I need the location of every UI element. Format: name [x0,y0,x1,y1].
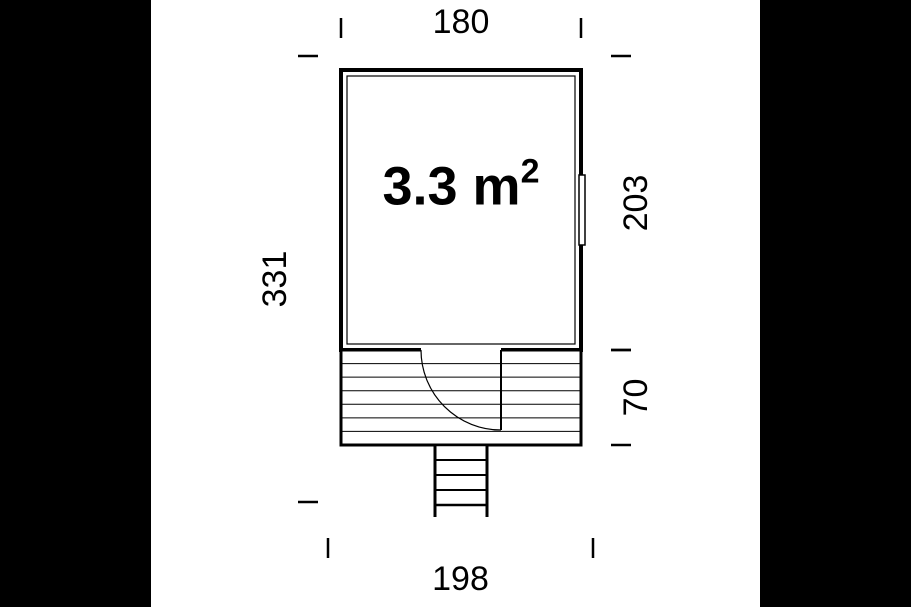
dim-left: 331 [256,251,294,308]
sidebar-right [760,0,911,607]
dim-top: 180 [433,3,490,41]
dim-bottom: 198 [432,560,489,598]
sidebar-left [0,0,151,607]
area-label: 3.3 m2 [382,152,539,216]
dim-right-upper: 203 [617,175,655,232]
diagram-canvas: 180 198 331 203 70 3.3 m2 [151,0,760,607]
floorplan-svg: 180 198 331 203 70 3.3 m2 [151,0,760,607]
dim-right-lower: 70 [617,379,655,417]
